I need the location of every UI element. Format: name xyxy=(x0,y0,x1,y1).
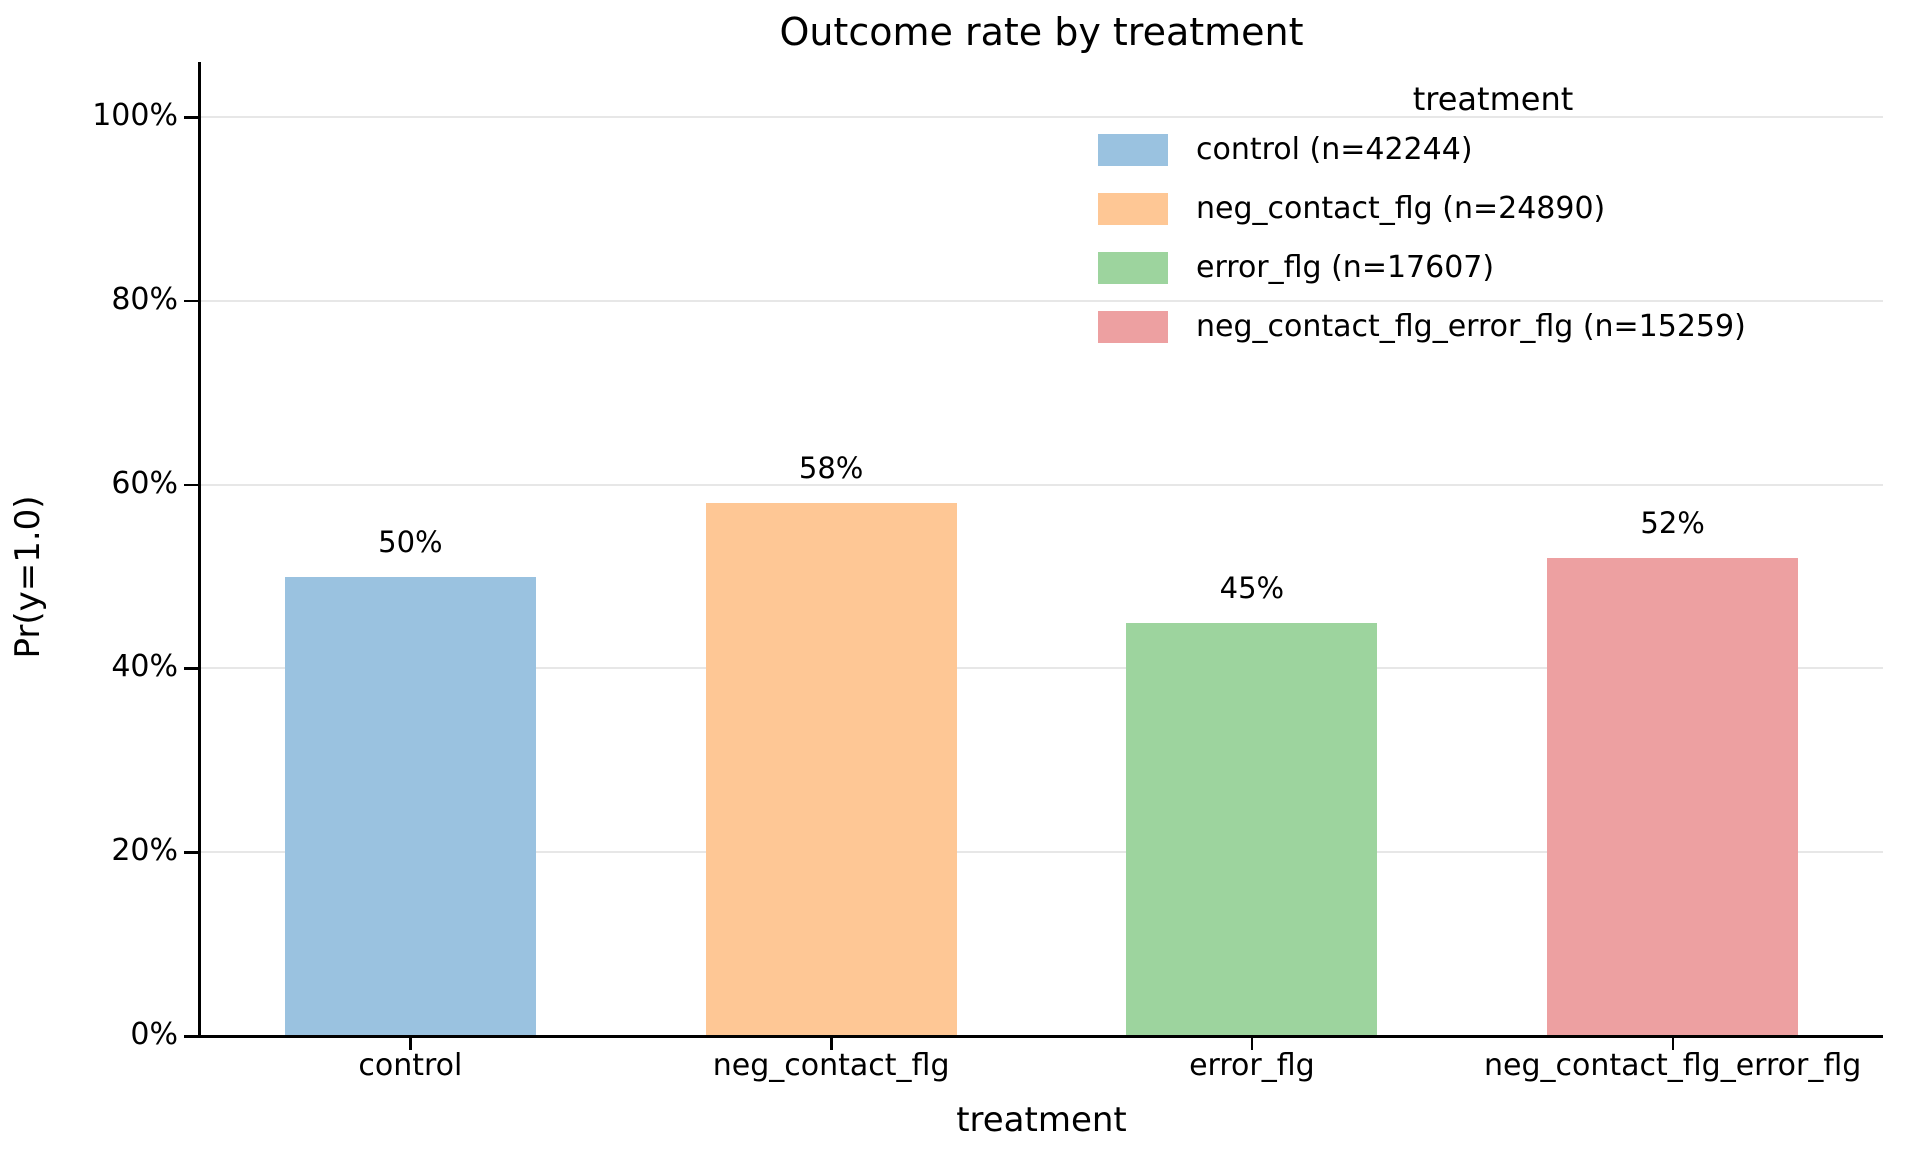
chart-title: Outcome rate by treatment xyxy=(779,10,1304,54)
legend-label: error_flg (n=17607) xyxy=(1196,250,1495,285)
x-tick-label-neg_contact_flg: neg_contact_flg xyxy=(712,1048,950,1083)
legend-label: neg_contact_flg_error_flg (n=15259) xyxy=(1196,309,1746,344)
y-tick-40 xyxy=(184,667,198,670)
y-tick-100 xyxy=(184,116,198,119)
bar-value-label-neg_contact_flg: 58% xyxy=(798,451,864,486)
bar-value-label-neg_contact_flg_error_flg: 52% xyxy=(1640,506,1705,541)
gridline-100 xyxy=(200,116,1883,119)
legend-label: control (n=42244) xyxy=(1196,132,1473,167)
gridline-20 xyxy=(200,851,1883,854)
y-tick-80 xyxy=(184,299,198,303)
y-axis-label: Pr(y=1.0) xyxy=(8,495,48,659)
legend-row-2: error_flg (n=17607) xyxy=(1098,250,1898,285)
bar-neg_contact_flg xyxy=(705,503,957,1036)
x-tick-neg_contact_flg xyxy=(830,1036,833,1050)
legend-row-0: control (n=42244) xyxy=(1098,132,1898,167)
gridline-80 xyxy=(200,299,1883,302)
y-tick-label-40: 40% xyxy=(111,649,178,685)
y-tick-label-0: 0% xyxy=(130,1017,178,1052)
legend-label: neg_contact_flg (n=24890) xyxy=(1196,191,1606,226)
gridline-60 xyxy=(200,483,1883,486)
y-tick-label-60: 60% xyxy=(111,465,178,501)
y-tick-20 xyxy=(184,851,198,854)
y-tick-label-20: 20% xyxy=(111,833,178,869)
y-tick-0 xyxy=(184,1035,198,1038)
bar-value-label-error_flg: 45% xyxy=(1219,570,1285,605)
legend-entries: control (n=42244) neg_contact_flg (n=2489… xyxy=(1098,132,1898,344)
legend-row-3: neg_contact_flg_error_flg (n=15259) xyxy=(1098,309,1898,344)
legend-swatch-icon xyxy=(1098,192,1168,225)
x-tick-control xyxy=(409,1036,412,1050)
y-tick-label-100: 100% xyxy=(92,98,178,134)
y-axis-spine xyxy=(198,62,201,1037)
bar-value-label-control: 50% xyxy=(378,524,443,559)
legend-swatch-icon xyxy=(1098,133,1168,166)
y-tick-60 xyxy=(184,483,198,487)
bar-neg_contact_flg_error_flg xyxy=(1547,558,1799,1036)
legend-swatch-icon xyxy=(1098,251,1168,284)
x-tick-label-control: control xyxy=(358,1048,463,1083)
x-tick-neg_contact_flg_error_flg xyxy=(1671,1036,1675,1050)
legend: treatment control (n=42244) neg_contact_f… xyxy=(1098,80,1898,344)
gridline-40 xyxy=(200,667,1883,670)
x-tick-label-error_flg: error_flg xyxy=(1189,1048,1315,1083)
x-tick-error_flg xyxy=(1250,1036,1254,1050)
plot-area: 50% 58% 45% 52% xyxy=(200,62,1883,1036)
bar-error_flg xyxy=(1126,622,1378,1036)
legend-title: treatment xyxy=(1412,80,1574,118)
legend-swatch-icon xyxy=(1098,310,1168,343)
x-axis-label: treatment xyxy=(956,1100,1127,1140)
x-axis-spine xyxy=(186,1035,1883,1038)
y-tick-label-80: 80% xyxy=(111,281,178,317)
bar-control xyxy=(284,576,536,1036)
legend-row-1: neg_contact_flg (n=24890) xyxy=(1098,191,1898,226)
x-tick-label-neg_contact_flg_error_flg: neg_contact_flg_error_flg xyxy=(1483,1048,1862,1083)
